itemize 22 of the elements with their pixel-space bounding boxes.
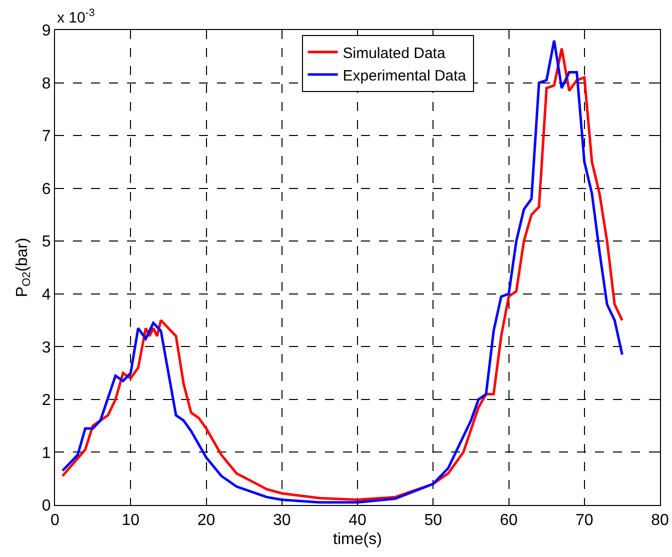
- y-tick-label: 3: [42, 339, 51, 356]
- x-tick-label: 70: [575, 512, 594, 530]
- y-tick-label: 6: [42, 180, 51, 198]
- x-tick-label: 40: [348, 512, 366, 530]
- x-tick-label: 30: [272, 512, 291, 530]
- y-tick-label: 0: [42, 498, 51, 515]
- y-tick-label: 8: [42, 75, 51, 92]
- y-tick-label: 9: [42, 22, 51, 40]
- x-tick-label: 10: [122, 512, 140, 530]
- x-tick-label: 50: [424, 512, 442, 530]
- y-tick-label: 1: [42, 444, 51, 462]
- x-tick-label: 60: [500, 512, 518, 530]
- y-tick-label: 2: [42, 392, 51, 410]
- legend-label: Experimental Data: [342, 67, 467, 84]
- x-tick-label: 20: [197, 512, 216, 530]
- y-tick-label: 7: [42, 128, 51, 146]
- y-tick-label: 4: [42, 286, 51, 304]
- legend-label: Simulated Data: [342, 44, 446, 62]
- x-axis-title: time(s): [333, 530, 382, 548]
- y-tick-label: 5: [42, 234, 51, 251]
- x-tick-label: 80: [651, 512, 669, 530]
- text: x 10$^{-3}$: [57, 7, 95, 26]
